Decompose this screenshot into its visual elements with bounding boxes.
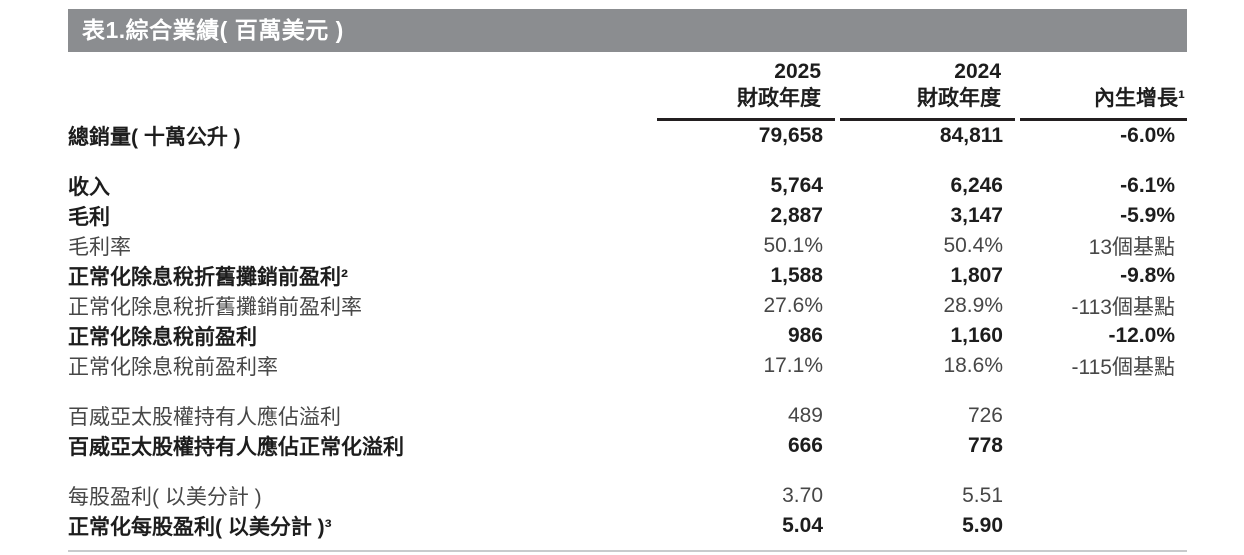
empty-header-cell [68,58,652,121]
value-organic-growth: -6.1% [1120,174,1175,197]
value-fy2024: 6,246 [950,174,1003,197]
value-fy2025: 5,764 [770,174,823,197]
value-fy2025: 5.04 [782,514,823,537]
table-row-normalized-eps: 正常化每股盈利( 以美分計 )³ 5.04 5.90 [68,511,1187,541]
group-spacer [68,381,1187,401]
value-fy2025: 79,658 [758,124,823,147]
value-organic-growth: -12.0% [1108,324,1175,347]
table-row-normalized-ebitda-margin: 正常化除息稅折舊攤銷前盈利率 27.6% 28.9% -113個基點 [68,291,1187,321]
column-header-year: 2024 [954,60,1001,83]
column-header-row: 2025 財政年度 2024 財政年度 內生增長¹ [68,58,1187,121]
row-label: 正常化除息稅前盈利 [68,326,257,349]
value-fy2024: 28.9% [943,294,1003,317]
value-fy2025: 666 [787,434,823,457]
value-fy2025: 489 [787,404,823,427]
column-header-fy2024: 2024 財政年度 [840,58,1015,121]
value-fy2025: 3.70 [782,484,823,507]
column-header-organic-growth: 內生增長¹ [1020,58,1187,121]
value-fy2025: 2,887 [770,204,823,227]
value-fy2024: 5.51 [962,484,1003,507]
value-organic-growth [1020,401,1187,431]
row-label: 總銷量( 十萬公升 ) [68,126,241,149]
value-fy2025: 50.1% [763,234,823,257]
table-row-normalized-ebitda: 正常化除息稅折舊攤銷前盈利² 1,588 1,807 -9.8% [68,261,1187,291]
column-header-label: 財政年度 [917,87,1001,110]
row-label: 正常化除息稅前盈利率 [68,356,278,379]
table-title-bar: 表1.綜合業績( 百萬美元 ) [68,9,1187,52]
value-fy2024: 1,807 [950,264,1003,287]
column-header-label: 財政年度 [737,87,821,110]
column-header-fy2025: 2025 財政年度 [657,58,835,121]
value-organic-growth [1020,511,1187,541]
value-fy2024: 50.4% [943,234,1003,257]
value-fy2024: 1,160 [950,324,1003,347]
table-row-profit-attributable: 百威亞太股權持有人應佔溢利 489 726 [68,401,1187,431]
row-label: 每股盈利( 以美分計 ) [68,486,262,509]
column-header-year: 2025 [774,60,821,83]
row-label: 正常化除息稅折舊攤銷前盈利率 [68,296,362,319]
row-label: 收入 [68,176,110,199]
value-fy2024: 3,147 [950,204,1003,227]
table-row-normalized-ebit: 正常化除息稅前盈利 986 1,160 -12.0% [68,321,1187,351]
row-label: 正常化每股盈利( 以美分計 )³ [68,516,332,539]
value-fy2024: 18.6% [943,354,1003,377]
value-organic-growth: -5.9% [1120,204,1175,227]
table-row-eps: 每股盈利( 以美分計 ) 3.70 5.51 [68,481,1187,511]
table-row-gross-profit: 毛利 2,887 3,147 -5.9% [68,201,1187,231]
value-organic-growth: -9.8% [1120,264,1175,287]
value-fy2024: 726 [967,404,1003,427]
row-label: 毛利率 [68,236,131,259]
row-label: 毛利 [68,206,110,229]
value-organic-growth: -113個基點 [1071,296,1175,319]
value-fy2024: 778 [967,434,1003,457]
value-fy2024: 84,811 [939,124,1003,147]
table-row-normalized-ebit-margin: 正常化除息稅前盈利率 17.1% 18.6% -115個基點 [68,351,1187,381]
bottom-rule [68,550,1187,552]
value-organic-growth: 13個基點 [1088,236,1175,259]
value-fy2025: 17.1% [763,354,823,377]
value-fy2025: 1,588 [770,264,823,287]
consolidated-results-table: 2025 財政年度 2024 財政年度 內生增長¹ 總銷量( 十萬公升 ) 79… [63,58,1192,541]
row-label: 正常化除息稅折舊攤銷前盈利² [68,266,348,289]
row-label: 百威亞太股權持有人應佔正常化溢利 [68,436,404,459]
value-fy2024: 5.90 [962,514,1003,537]
table-row-total-volume: 總銷量( 十萬公升 ) 79,658 84,811 -6.0% [68,121,1187,151]
value-organic-growth: -115個基點 [1071,356,1175,379]
row-label: 百威亞太股權持有人應佔溢利 [68,406,341,429]
table-row-gross-margin: 毛利率 50.1% 50.4% 13個基點 [68,231,1187,261]
value-organic-growth [1020,431,1187,461]
value-fy2025: 986 [787,324,823,347]
value-organic-growth: -6.0% [1120,124,1175,147]
value-fy2025: 27.6% [763,294,823,317]
table-row-normalized-profit-attributable: 百威亞太股權持有人應佔正常化溢利 666 778 [68,431,1187,461]
table-title: 表1.綜合業績( 百萬美元 ) [82,17,344,43]
value-organic-growth [1020,481,1187,511]
group-spacer [68,461,1187,481]
table-row-revenue: 收入 5,764 6,246 -6.1% [68,171,1187,201]
group-spacer [68,151,1187,171]
